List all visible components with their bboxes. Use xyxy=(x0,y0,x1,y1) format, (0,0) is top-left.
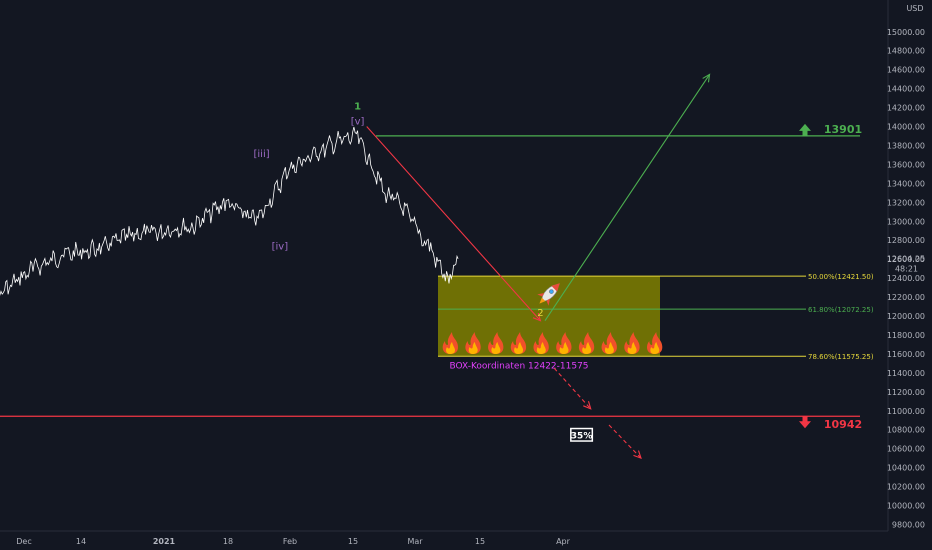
arrow-head-icon xyxy=(532,312,542,322)
x-tick-label: 18 xyxy=(223,537,233,546)
x-tick-label: Mar xyxy=(407,537,423,546)
down-arrow-icon xyxy=(799,416,811,429)
y-tick-label: 12200.00 xyxy=(887,293,925,302)
y-tick-label: 15000.00 xyxy=(887,28,925,37)
arrow-head-icon xyxy=(583,401,592,410)
level-label: 10942 xyxy=(824,418,862,431)
wave-label: 1 xyxy=(354,101,361,112)
trend-arrow-line[interactable] xyxy=(366,126,541,322)
last-price-label: 12604.25 xyxy=(887,255,925,264)
fire-icon xyxy=(624,332,640,354)
rocket-icon xyxy=(537,283,560,306)
wave-label: [iv] xyxy=(272,242,289,253)
wave-label: [v] xyxy=(351,117,365,128)
price-series-line[interactable] xyxy=(0,126,459,310)
y-tick-label: 12400.00 xyxy=(887,274,925,283)
x-tick-label: 14 xyxy=(76,537,86,546)
y-tick-label: 11600.00 xyxy=(887,350,925,359)
fire-icon xyxy=(556,332,572,354)
fire-icon xyxy=(488,332,504,354)
countdown-label: 48:21 xyxy=(895,265,918,274)
percent-annotation-inner xyxy=(571,429,592,441)
y-tick-label: 12000.00 xyxy=(887,312,925,321)
fire-icon xyxy=(533,332,549,354)
arrow-head-icon xyxy=(633,450,642,460)
fib-level-label: 50.00%(12421.50) xyxy=(808,273,874,281)
y-tick-label: 13200.00 xyxy=(887,198,925,207)
wave-label: [iii] xyxy=(254,149,270,160)
trend-arrow-line[interactable] xyxy=(544,74,711,322)
y-tick-label: 11800.00 xyxy=(887,331,925,340)
fire-icon xyxy=(578,332,595,354)
percent-annotation: 35% xyxy=(571,431,593,441)
fire-icon xyxy=(510,332,527,354)
y-tick-label: 11400.00 xyxy=(887,369,925,378)
y-tick-label: 11200.00 xyxy=(887,388,925,397)
y-tick-label: 14000.00 xyxy=(887,123,925,132)
x-tick-label: Apr xyxy=(556,537,571,546)
y-tick-label: 13800.00 xyxy=(887,141,925,150)
y-tick-label: 14200.00 xyxy=(887,104,925,113)
trend-arrow-line[interactable] xyxy=(553,367,592,410)
x-tick-label: 15 xyxy=(348,537,358,546)
y-tick-label: 10200.00 xyxy=(887,483,925,492)
fire-icon xyxy=(442,332,458,354)
fib-level-label: 61.80%(12072.25) xyxy=(808,306,874,314)
y-tick-label: 13000.00 xyxy=(887,217,925,226)
arrow-head-icon xyxy=(702,73,711,83)
y-tick-label: 14800.00 xyxy=(887,47,925,56)
y-tick-label: 13400.00 xyxy=(887,179,925,188)
x-tick-label: Feb xyxy=(283,537,297,546)
fib-level-label: 78.60%(11575.25) xyxy=(808,353,874,361)
currency-label[interactable]: USD xyxy=(906,4,923,13)
y-tick-label: 12800.00 xyxy=(887,236,925,245)
fire-icon xyxy=(647,332,663,354)
y-tick-label: 10800.00 xyxy=(887,426,925,435)
y-tick-label: 12600.00 xyxy=(887,255,925,264)
y-tick-label: 13600.00 xyxy=(887,160,925,169)
y-tick-label: 9800.00 xyxy=(892,520,925,529)
trend-arrow-line[interactable] xyxy=(608,424,642,459)
y-tick-label: 11000.00 xyxy=(887,407,925,416)
x-tick-label: 15 xyxy=(475,537,485,546)
level-label: 13901 xyxy=(824,123,862,136)
y-tick-label: 10000.00 xyxy=(887,502,925,511)
wave-label: 2 xyxy=(537,308,543,319)
fire-icon xyxy=(601,332,617,354)
y-tick-label: 10400.00 xyxy=(887,464,925,473)
box-label: BOX-Koordinaten 12422-11575 xyxy=(449,361,588,371)
y-tick-label: 14400.00 xyxy=(887,85,925,94)
fire-icon xyxy=(465,332,481,354)
x-tick-label: Dec xyxy=(16,537,31,546)
x-tick-label: 2021 xyxy=(153,537,176,546)
up-arrow-icon xyxy=(799,123,811,136)
y-tick-label: 14600.00 xyxy=(887,66,925,75)
y-tick-label: 10600.00 xyxy=(887,445,925,454)
